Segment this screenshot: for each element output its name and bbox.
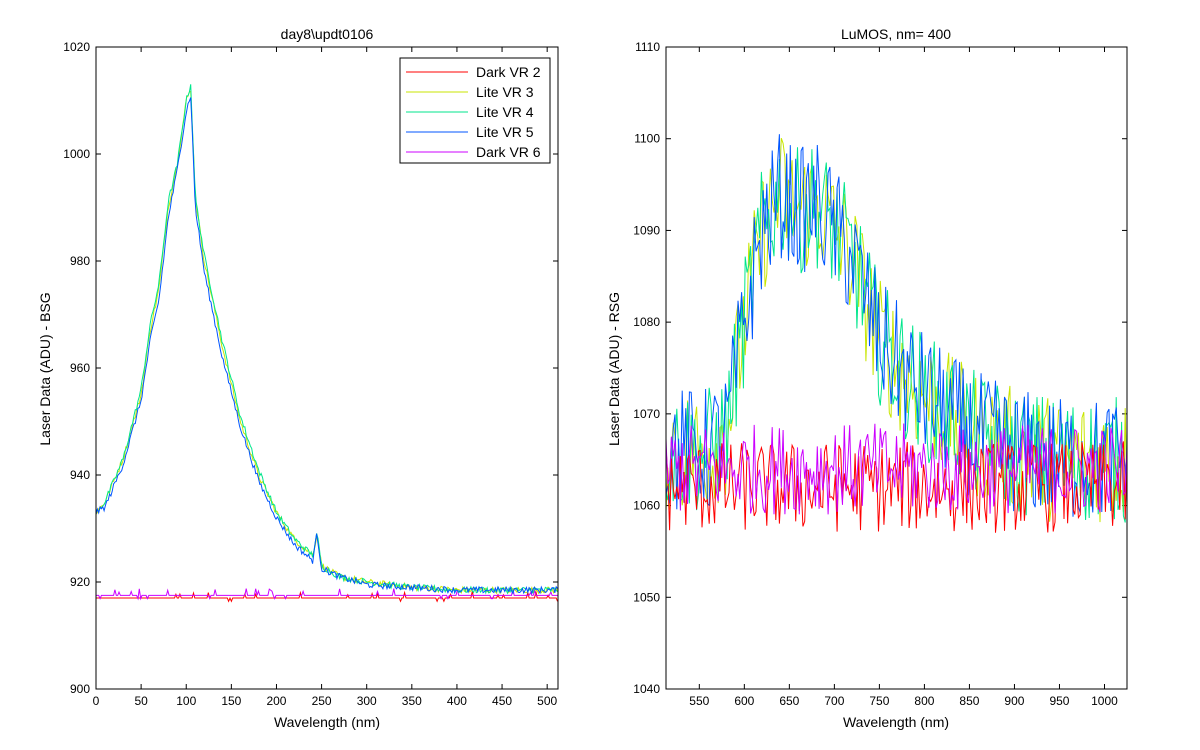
series-line-lite-vr-3 xyxy=(95,90,558,595)
series-line-dark-vr-2 xyxy=(665,441,1128,533)
chart-left: day8\updt0106 Wavelength (nm) Laser Data… xyxy=(37,26,559,730)
chart-left-xlabel: Wavelength (nm) xyxy=(274,714,380,730)
x-tick-label: 300 xyxy=(357,694,377,708)
y-tick-label: 1070 xyxy=(633,407,660,421)
legend-box xyxy=(399,57,551,164)
chart-right-series xyxy=(665,134,1128,533)
x-tick-label: 400 xyxy=(447,694,467,708)
legend-label: Lite VR 5 xyxy=(476,124,534,140)
x-tick-label: 550 xyxy=(689,694,709,708)
x-tick-label: 100 xyxy=(176,694,196,708)
y-tick-label: 900 xyxy=(70,682,90,696)
x-tick-label: 600 xyxy=(734,694,754,708)
chart-right-xlabel: Wavelength (nm) xyxy=(843,714,949,730)
legend-label: Lite VR 4 xyxy=(476,104,534,120)
chart-left-series xyxy=(95,84,558,603)
y-tick-label: 980 xyxy=(70,254,90,268)
legend-label: Lite VR 3 xyxy=(476,84,534,100)
x-tick-label: 200 xyxy=(266,694,286,708)
chart-left-legend: Dark VR 2 Lite VR 3 Lite VR 4 Lite VR 5 Dark… xyxy=(399,57,551,164)
chart-right-ticks: 550 600 650 700 750 800 850 900 950 1000 1040 1050 1… xyxy=(633,40,1127,708)
y-tick-label: 1090 xyxy=(633,223,660,237)
y-tick-label: 1110 xyxy=(635,40,660,54)
x-tick-label: 950 xyxy=(1049,694,1069,708)
chart-left-title: day8\updt0106 xyxy=(281,26,374,42)
x-tick-label: 0 xyxy=(93,694,100,708)
x-tick-label: 50 xyxy=(134,694,148,708)
chart-right: LuMOS, nm= 400 Wavelength (nm) Laser Dat… xyxy=(606,26,1128,730)
x-tick-label: 350 xyxy=(402,694,422,708)
y-tick-label: 1080 xyxy=(633,315,660,329)
chart-left-ticks: 0 50 100 150 200 250 300 350 400 450 500 900 920 940 9… xyxy=(63,40,558,708)
series-line-dark-vr-6 xyxy=(665,423,1128,515)
chart-left-frame xyxy=(95,46,559,690)
y-tick-label: 920 xyxy=(70,575,90,589)
x-tick-label: 800 xyxy=(914,694,934,708)
chart-right-frame xyxy=(665,46,1128,690)
chart-right-title: LuMOS, nm= 400 xyxy=(841,26,951,42)
x-tick-label: 700 xyxy=(824,694,844,708)
series-line-dark-vr-2 xyxy=(96,590,558,603)
chart-right-ylabel: Laser Data (ADU) - RSG xyxy=(606,292,622,446)
x-tick-label: 850 xyxy=(959,694,979,708)
y-tick-label: 1040 xyxy=(633,682,660,696)
series-line-lite-vr-4 xyxy=(95,84,558,595)
y-tick-label: 940 xyxy=(70,468,90,482)
x-tick-label: 900 xyxy=(1004,694,1024,708)
chart-left-ylabel: Laser Data (ADU) - BSG xyxy=(37,292,53,445)
y-tick-label: 1100 xyxy=(634,132,660,146)
y-tick-label: 1060 xyxy=(633,499,660,513)
legend-label: Dark VR 6 xyxy=(476,144,541,160)
x-tick-label: 750 xyxy=(869,694,889,708)
series-line-lite-vr-5 xyxy=(95,97,558,595)
x-tick-label: 250 xyxy=(312,694,332,708)
y-tick-label: 1020 xyxy=(63,40,90,54)
y-tick-label: 1000 xyxy=(63,147,90,161)
y-tick-label: 1050 xyxy=(633,590,660,604)
x-tick-label: 650 xyxy=(779,694,799,708)
y-tick-label: 960 xyxy=(70,361,90,375)
x-tick-label: 150 xyxy=(221,694,241,708)
x-tick-label: 450 xyxy=(492,694,512,708)
series-line-dark-vr-6 xyxy=(96,588,558,601)
x-tick-label: 1000 xyxy=(1091,694,1118,708)
legend-label: Dark VR 2 xyxy=(476,64,541,80)
x-tick-label: 500 xyxy=(537,694,557,708)
